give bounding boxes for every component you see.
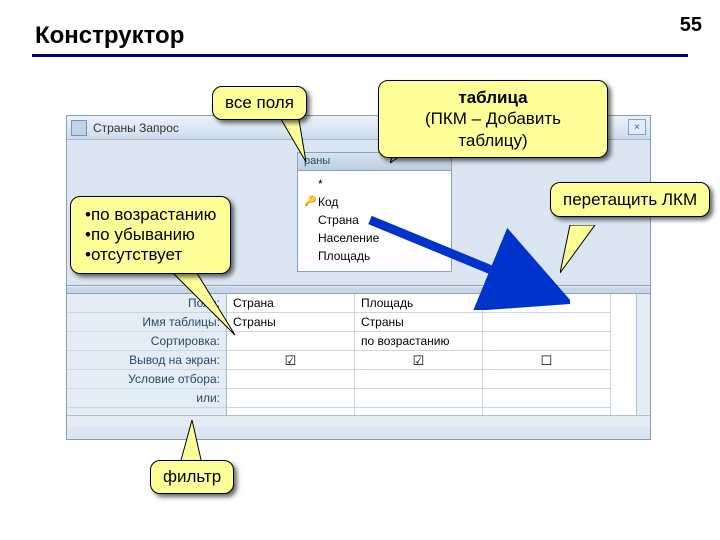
page-number: 55 (680, 14, 702, 37)
title-underline (32, 54, 688, 57)
show-checkbox-1[interactable]: ☑ (355, 351, 482, 370)
callout-all-fields-tail (278, 114, 318, 164)
callout-sort-tail (170, 270, 240, 340)
grid-hscrollbar[interactable] (67, 415, 650, 427)
label-show: Вывод на экран: (67, 351, 226, 370)
grid-columns: Страна Страны ☑ Площадь Страны по возрас… (227, 294, 650, 427)
field-star[interactable]: * (304, 175, 445, 193)
grid-col-1[interactable]: Площадь Страны по возрастанию ☑ (355, 294, 483, 427)
callout-filter: фильтр (150, 460, 234, 494)
drag-arrow (360, 210, 570, 310)
callout-sort-options: •по возрастанию •по убыванию •отсутствуе… (70, 196, 231, 274)
grid-vscrollbar[interactable] (636, 294, 650, 427)
grid-col-0[interactable]: Страна Страны ☑ (227, 294, 355, 427)
callout-drag: перетащить ЛКМ (550, 182, 710, 217)
grid-col-2[interactable]: ☐ (483, 294, 611, 427)
close-button[interactable]: × (628, 119, 646, 135)
window-icon (71, 120, 87, 136)
show-checkbox-0[interactable]: ☑ (227, 351, 354, 370)
field-kod[interactable]: 🔑Код (304, 193, 445, 211)
qbe-grid: Поле: Имя таблицы: Сортировка: Вывод на … (67, 294, 650, 427)
page-title: Конструктор (35, 22, 184, 50)
callout-all-fields: все поля (212, 86, 307, 120)
show-checkbox-2[interactable]: ☐ (483, 351, 610, 370)
callout-drag-tail (560, 225, 600, 275)
window-title: Страны Запрос (93, 121, 179, 135)
key-icon: 🔑 (304, 193, 316, 211)
callout-filter-tail (180, 420, 210, 465)
label-or: или: (67, 389, 226, 408)
label-criteria: Условие отбора: (67, 370, 226, 389)
callout-table-hint: таблица (ПКМ – Добавить таблицу) (378, 80, 608, 158)
